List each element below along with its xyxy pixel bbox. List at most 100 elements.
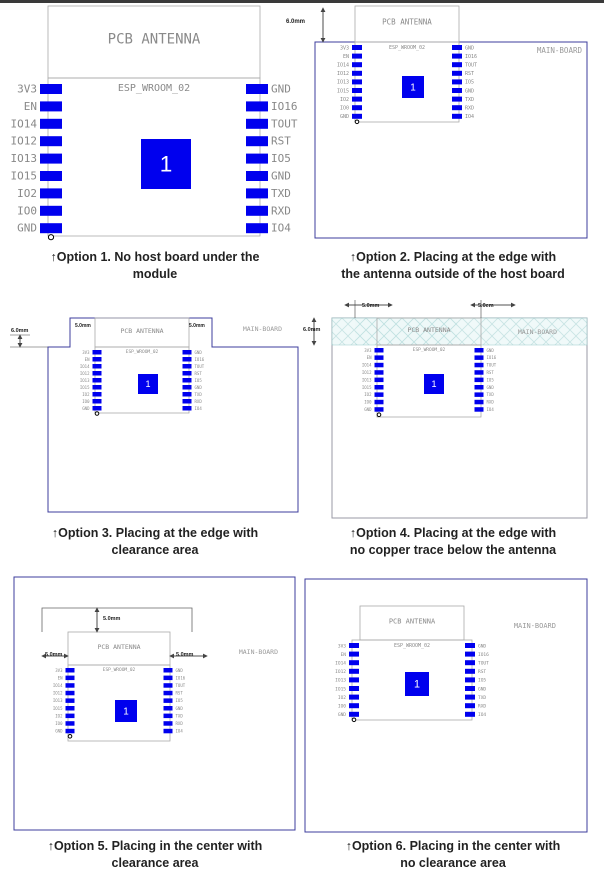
- pin-label-right: RST: [195, 371, 203, 376]
- pin-label-right: RST: [478, 669, 486, 675]
- module-option-5: PCB ANTENNA ESP_WROOM_02 3V3 GND EN IO16 IO14 T…: [53, 631, 186, 742]
- pin-label-right: TXD: [487, 392, 495, 397]
- antenna-label: PCB ANTENNA: [108, 31, 201, 47]
- pin-pad-left: [92, 399, 102, 404]
- pin-pad-right: [452, 62, 462, 68]
- pin-label-right: GND: [195, 350, 203, 355]
- pin-pad-left: [65, 698, 75, 703]
- pin-pad-right: [452, 88, 462, 93]
- pin-label-left: IO15: [335, 686, 346, 692]
- pin-label-left: IO12: [335, 669, 346, 675]
- pin-label-left: IO2: [82, 392, 90, 397]
- pin-pad-right: [246, 188, 268, 199]
- pin-pad-left: [374, 355, 384, 360]
- pin-label-left: IO13: [362, 377, 372, 382]
- pin-pad-right: [246, 223, 268, 234]
- pin-pad-left: [349, 643, 359, 648]
- pin-pad-left: [92, 392, 102, 397]
- pin-label-left: IO2: [338, 695, 346, 701]
- pin-pad-left: [65, 728, 75, 734]
- pin-label-left: IO13: [53, 698, 63, 703]
- pin-label-right: GND: [465, 88, 474, 94]
- pin-pad-right: [246, 171, 268, 181]
- pin-label-left: 3V3: [17, 83, 37, 96]
- pin-label-right: RXD: [465, 105, 474, 111]
- pin-label-right: IO4: [478, 712, 486, 718]
- main-board-label: MAIN-BOARD: [239, 648, 278, 656]
- pin-pad-left: [349, 677, 359, 683]
- module-option-2: PCB ANTENNA ESP_WROOM_02 3V3 GND EN IO16 IO14 T…: [337, 5, 477, 125]
- pin-label-left: IO12: [11, 135, 38, 148]
- caption-option-6: ↑Option 6. Placing in the center with no…: [345, 839, 561, 870]
- dimension-label: 6.0mm: [286, 19, 305, 25]
- pin-pad-left: [92, 385, 102, 390]
- pin-pad-right: [465, 651, 475, 657]
- pin-pad-left: [65, 668, 75, 673]
- pin-label-right: RXD: [487, 400, 495, 405]
- module-label: ESP_WROOM_02: [103, 667, 136, 673]
- pin-label-left: EN: [85, 357, 90, 362]
- pin-pad-left: [65, 713, 75, 719]
- clearance-cutout: [41, 607, 193, 632]
- pin-pad-left: [374, 362, 384, 368]
- pin-label-right: IO5: [478, 678, 486, 684]
- pin-pad-right: [452, 70, 462, 76]
- pin-pad-left: [352, 105, 362, 111]
- pin-pad-left: [40, 84, 62, 94]
- pin-pad-right: [474, 355, 484, 360]
- center-pad-label: 1: [160, 152, 173, 177]
- pin-pad-right: [452, 96, 462, 102]
- pin-pad-left: [374, 399, 384, 405]
- pin-pad-left: [40, 188, 62, 199]
- pin-label-left: EN: [24, 100, 37, 113]
- module-option-1: PCB ANTENNA ESP_WROOM_02 3V3 GND EN IO16 IO14 T…: [11, 5, 298, 241]
- pin-pad-right: [465, 703, 475, 709]
- pin-pad-left: [374, 377, 384, 383]
- module-label: ESP_WROOM_02: [394, 643, 430, 649]
- pin-label-left: IO2: [55, 713, 63, 718]
- pin-pad-right: [163, 675, 173, 681]
- pin-label-right: TOUT: [176, 683, 186, 688]
- dimension-label: 5.0mm: [45, 652, 63, 658]
- pin-label-left: EN: [367, 355, 372, 360]
- pin-pad-right: [246, 101, 268, 112]
- pin-label-right: RXD: [478, 703, 486, 709]
- pin-label-left: IO14: [337, 62, 349, 68]
- pin-pad-left: [374, 370, 384, 375]
- pin-pad-right: [182, 406, 192, 411]
- pin-label-right: RST: [271, 135, 291, 148]
- pin-label-right: TXD: [465, 97, 474, 103]
- pin-pad-right: [163, 690, 173, 696]
- pin-pad-right: [182, 357, 192, 362]
- pin-pad-right: [465, 660, 475, 666]
- pin1-marker: [351, 717, 357, 723]
- pin-label-right: IO16: [487, 355, 497, 360]
- pin-label-right: IO16: [176, 675, 186, 680]
- pin-pad-right: [452, 53, 462, 59]
- pin-label-left: IO13: [337, 80, 349, 86]
- pin-label-left: IO13: [80, 378, 90, 383]
- pin-label-left: IO15: [337, 88, 349, 94]
- dimension-label: 5.0mm: [75, 323, 91, 329]
- pin-label-right: IO4: [176, 729, 184, 734]
- pin-label-right: GND: [478, 686, 486, 692]
- pin-label-left: IO15: [80, 385, 90, 390]
- pin-label-right: GND: [465, 45, 474, 51]
- pin-pad-left: [352, 70, 362, 76]
- pin-pad-right: [163, 698, 173, 703]
- main-board-label: MAIN-BOARD: [537, 46, 583, 55]
- pin-pad-right: [465, 677, 475, 683]
- pin1-marker: [67, 734, 73, 739]
- pin-pad-left: [92, 364, 102, 369]
- pin-pad-left: [40, 118, 62, 129]
- pin-label-right: IO16: [271, 100, 298, 113]
- pin-pad-left: [40, 101, 62, 112]
- pin-pad-right: [465, 668, 475, 674]
- pin-pad-right: [182, 399, 192, 404]
- pin-label-right: IO4: [465, 114, 474, 120]
- pin-pad-left: [65, 675, 75, 681]
- pin-label-left: IO0: [338, 703, 346, 709]
- antenna-label: PCB ANTENNA: [97, 643, 140, 651]
- caption-option-4: ↑Option 4. Placing at the edge with no c…: [349, 526, 557, 557]
- pin-label-right: RST: [465, 71, 474, 77]
